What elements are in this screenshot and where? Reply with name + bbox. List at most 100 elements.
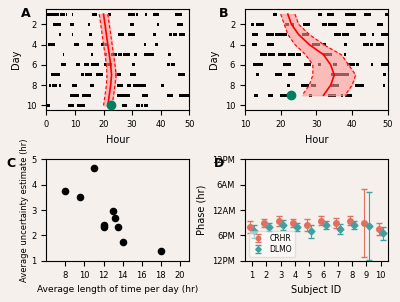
Bar <box>344 43 347 46</box>
Bar <box>252 33 258 36</box>
Point <box>115 224 121 229</box>
Bar <box>342 33 348 36</box>
Bar <box>311 84 316 87</box>
X-axis label: Average length of time per day (hr): Average length of time per day (hr) <box>37 285 198 294</box>
Bar <box>60 13 65 16</box>
Bar <box>169 33 172 36</box>
Bar <box>318 13 322 16</box>
Bar <box>360 33 366 36</box>
Bar <box>77 104 82 107</box>
Bar <box>89 33 92 36</box>
Bar <box>70 94 77 97</box>
Bar <box>308 63 310 66</box>
Bar <box>304 63 311 66</box>
Bar <box>383 84 385 87</box>
Bar <box>118 33 121 36</box>
Text: D: D <box>214 157 224 170</box>
Bar <box>128 33 134 36</box>
Bar <box>363 43 369 46</box>
Bar <box>345 13 350 16</box>
Bar <box>304 23 310 26</box>
Bar <box>278 53 286 56</box>
Bar <box>322 23 327 26</box>
Bar <box>175 13 182 16</box>
Bar <box>115 73 120 76</box>
Bar <box>74 43 79 46</box>
Bar <box>144 53 148 56</box>
Bar <box>161 84 164 87</box>
Bar <box>364 13 368 16</box>
Bar <box>85 94 91 97</box>
Bar <box>311 84 315 87</box>
Bar <box>275 33 284 36</box>
Bar <box>304 23 306 26</box>
Bar <box>168 94 173 97</box>
Bar <box>377 23 383 26</box>
Bar <box>376 43 384 46</box>
Bar <box>81 73 84 76</box>
Text: B: B <box>219 7 229 20</box>
Bar <box>347 63 355 66</box>
Bar <box>61 63 66 66</box>
Bar <box>108 13 111 16</box>
Bar <box>118 53 122 56</box>
Bar <box>180 73 185 76</box>
Bar <box>54 73 60 76</box>
Bar <box>70 23 74 26</box>
Point <box>112 215 118 220</box>
Point <box>100 224 107 229</box>
Bar <box>128 84 131 87</box>
Bar <box>280 94 288 97</box>
Bar <box>283 63 291 66</box>
Bar <box>133 84 135 87</box>
Bar <box>302 33 309 36</box>
Bar <box>121 33 124 36</box>
Bar <box>348 13 352 16</box>
Bar <box>130 73 136 76</box>
Bar <box>52 73 54 76</box>
Bar <box>88 73 92 76</box>
Bar <box>111 53 116 56</box>
Bar <box>153 33 156 36</box>
Bar <box>359 84 362 87</box>
Bar <box>100 43 107 46</box>
Bar <box>345 73 349 76</box>
Bar <box>134 53 137 56</box>
Bar <box>350 94 352 97</box>
Bar <box>105 53 107 56</box>
Bar <box>136 13 138 16</box>
Bar <box>339 73 348 76</box>
Bar <box>153 13 158 16</box>
Bar <box>109 63 112 66</box>
Bar <box>96 73 103 76</box>
Bar <box>47 104 50 107</box>
Text: C: C <box>6 157 16 170</box>
Bar <box>323 53 332 56</box>
Bar <box>88 23 90 26</box>
Bar <box>328 94 333 97</box>
Bar <box>260 53 267 56</box>
X-axis label: Hour: Hour <box>305 135 328 145</box>
Bar <box>157 23 159 26</box>
Bar <box>372 63 374 66</box>
Point <box>110 209 116 214</box>
Bar <box>114 73 117 76</box>
Bar <box>266 33 270 36</box>
Bar <box>173 33 177 36</box>
Bar <box>328 13 334 16</box>
Y-axis label: Average uncertainty estimate (hr): Average uncertainty estimate (hr) <box>20 138 28 282</box>
Point <box>91 166 97 171</box>
Y-axis label: Day: Day <box>209 50 219 69</box>
Bar <box>72 13 73 16</box>
Bar <box>383 33 392 36</box>
Bar <box>114 53 117 56</box>
Point <box>62 189 69 194</box>
Bar <box>384 13 391 16</box>
Bar <box>152 53 154 56</box>
Bar <box>66 13 68 16</box>
Bar <box>268 94 272 97</box>
Bar <box>254 94 258 97</box>
Bar <box>91 53 93 56</box>
Bar <box>179 23 182 26</box>
Bar <box>268 53 275 56</box>
